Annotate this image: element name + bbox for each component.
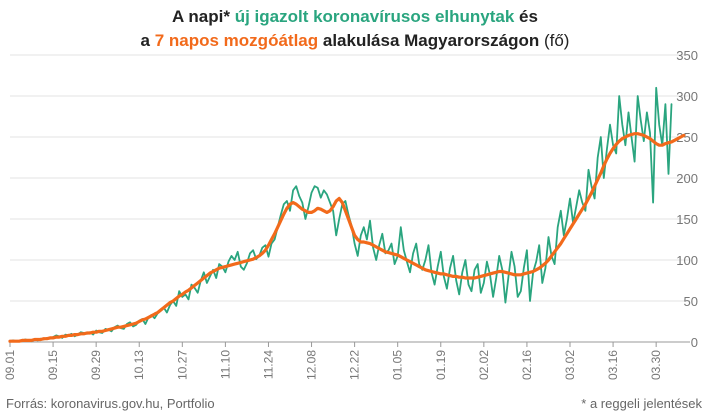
title-text: A napi* [172,7,235,26]
series-lines [8,86,686,343]
x-tick-label: 01.05 [391,350,405,380]
moving-average-line [8,132,686,343]
x-tick-label: 12.22 [348,350,362,380]
y-tick-label: 150 [676,212,698,227]
x-axis-ticks: 09.01 09.15 09.29 10.13 10.27 11.10 11.24 12.08… [3,342,663,380]
y-tick-label: 200 [676,171,698,186]
title-average-highlight: 7 napos mozgóátlag [154,31,319,50]
x-tick-label: 02.16 [520,350,534,380]
x-tick-label: 09.29 [89,350,103,380]
title-daily-highlight: új igazolt koronavírusos elhunytak [234,7,515,26]
title-text: és [514,7,538,26]
source-note: Forrás: koronavirus.gov.hu, Portfolio [6,396,215,411]
x-tick-label: 03.02 [563,350,577,380]
title-text: a [140,31,155,50]
x-tick-label: 10.27 [175,350,189,380]
x-tick-label: 11.10 [218,350,232,379]
x-tick-label: 03.30 [649,350,663,380]
y-tick-label: 0 [691,335,698,350]
title-text: alakulása Magyarországon [318,31,540,50]
x-tick-label: 10.13 [132,350,146,380]
x-tick-label: 02.02 [477,350,491,380]
title-unit: (fő) [539,31,570,50]
chart-title: A napi* új igazolt koronavírusos elhunyt… [0,5,710,53]
y-tick-label: 100 [676,253,698,268]
x-tick-label: 09.15 [46,350,60,380]
x-tick-label: 12.08 [305,350,319,380]
y-axis-ticks: 0 50 100 150 200 250 300 350 [676,48,698,350]
footnote: * a reggeli jelentések [581,396,702,411]
chart-title-line-1: A napi* új igazolt koronavírusos elhunyt… [0,5,710,29]
y-tick-label: 300 [676,89,698,104]
chart-title-line-2: a 7 napos mozgóátlag alakulása Magyarors… [0,29,710,53]
x-tick-label: 01.19 [434,350,448,380]
y-tick-label: 250 [676,130,698,145]
x-tick-label: 09.01 [3,350,17,380]
daily-deaths-line [9,86,673,343]
x-tick-label: 11.24 [261,350,275,379]
y-tick-label: 350 [676,48,698,63]
y-tick-label: 50 [684,294,698,309]
x-tick-label: 03.16 [606,350,620,380]
